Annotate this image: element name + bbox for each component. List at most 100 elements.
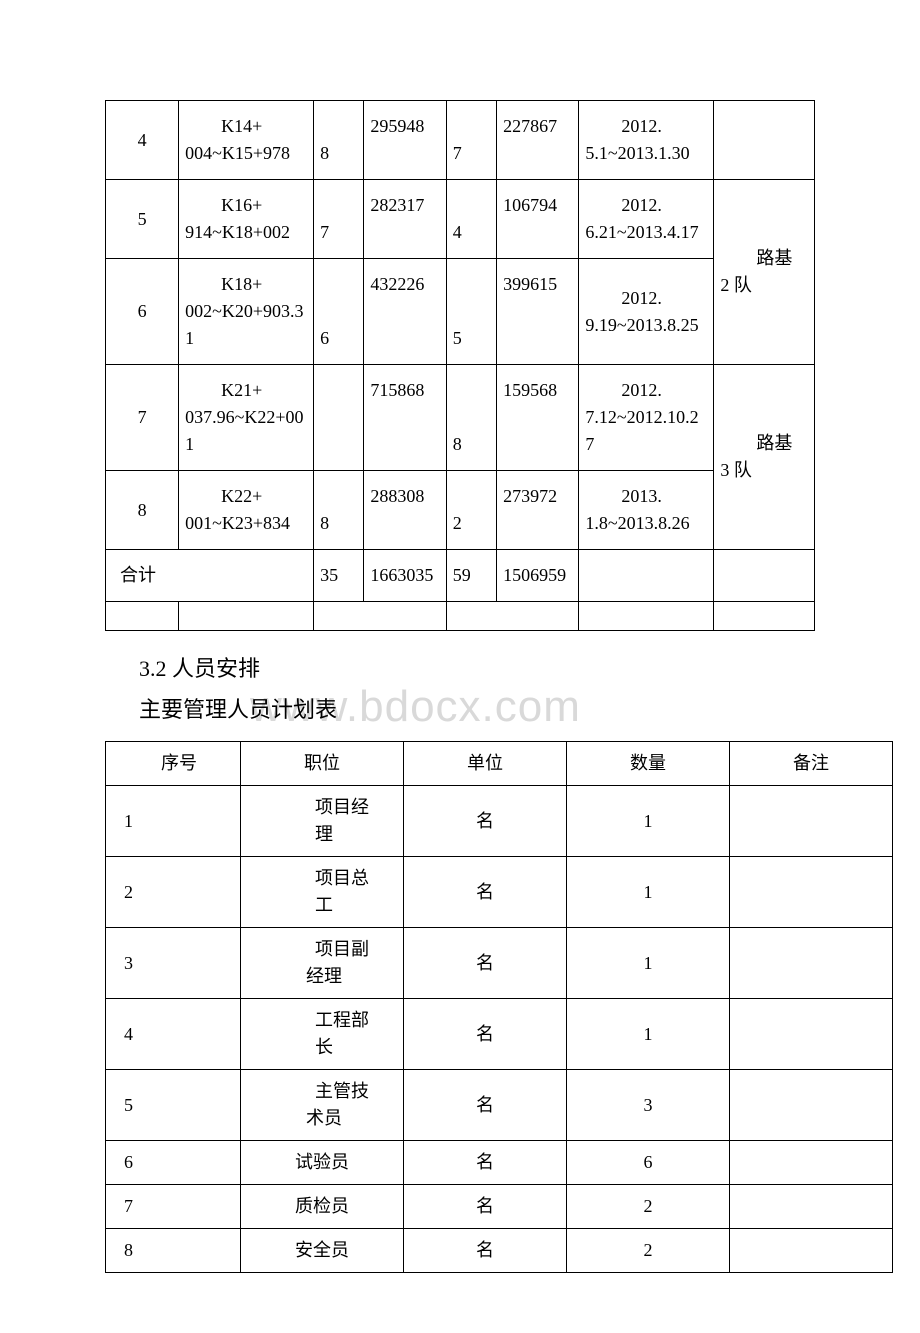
seq-cell: 7 bbox=[106, 1185, 241, 1229]
range-first: K22+ bbox=[185, 483, 307, 510]
range-rest: 037.96~K22+001 bbox=[185, 407, 303, 454]
header-pos: 职位 bbox=[241, 742, 404, 786]
pos-rest: 理 bbox=[315, 824, 333, 844]
pos-cell: 项目总 工 bbox=[241, 857, 404, 928]
pos-cell: 项目副 经理 bbox=[241, 928, 404, 999]
table-row: 8 K22+ 001~K23+834 8 288308 2 273972 201… bbox=[106, 471, 815, 550]
n2-cell: 7 bbox=[446, 101, 496, 180]
total-n1: 35 bbox=[314, 550, 364, 602]
unit-cell: 名 bbox=[404, 857, 567, 928]
unit-cell: 名 bbox=[404, 786, 567, 857]
n2-cell: 5 bbox=[446, 259, 496, 365]
date-first: 2012. bbox=[585, 192, 707, 219]
team-cell: 路基 3 队 bbox=[714, 365, 815, 550]
header-rem: 备注 bbox=[730, 742, 893, 786]
range-rest: 914~K18+002 bbox=[185, 222, 290, 242]
table-row: 6 K18+ 002~K20+903.31 6 432226 5 399615 … bbox=[106, 259, 815, 365]
pos-rest: 术员 bbox=[306, 1108, 342, 1128]
v2-cell: 106794 bbox=[497, 180, 579, 259]
qty-cell: 1 bbox=[567, 857, 730, 928]
pos-first: 主管技 bbox=[251, 1078, 397, 1105]
range-first: K14+ bbox=[185, 113, 307, 140]
date-cell: 2012. 7.12~2012.10.27 bbox=[579, 365, 714, 471]
date-cell: 2012. 9.19~2013.8.25 bbox=[579, 259, 714, 365]
rem-cell bbox=[730, 1141, 893, 1185]
team-first: 路基 bbox=[720, 245, 808, 272]
rem-cell bbox=[730, 786, 893, 857]
n2-cell: 8 bbox=[446, 365, 496, 471]
table-row: 4 K14+ 004~K15+978 8 295948 7 227867 201… bbox=[106, 101, 815, 180]
empty-row bbox=[106, 602, 815, 631]
rem-cell bbox=[730, 857, 893, 928]
date-rest: 9.19~2013.8.25 bbox=[585, 315, 698, 335]
n1-cell: 8 bbox=[314, 471, 364, 550]
header-qty: 数量 bbox=[567, 742, 730, 786]
unit-cell: 名 bbox=[404, 1229, 567, 1273]
range-first: K21+ bbox=[185, 377, 307, 404]
table-row: 3 项目副 经理 名 1 bbox=[106, 928, 893, 999]
range-rest: 002~K20+903.31 bbox=[185, 301, 303, 348]
unit-cell: 名 bbox=[404, 928, 567, 999]
sub-heading: 主要管理人员计划表 bbox=[139, 692, 815, 727]
n1-cell: 6 bbox=[314, 259, 364, 365]
qty-cell: 3 bbox=[567, 1070, 730, 1141]
unit-cell: 名 bbox=[404, 1070, 567, 1141]
n2-cell: 2 bbox=[446, 471, 496, 550]
seq-cell: 1 bbox=[106, 786, 241, 857]
construction-schedule-table: 4 K14+ 004~K15+978 8 295948 7 227867 201… bbox=[105, 100, 815, 631]
range-rest: 001~K23+834 bbox=[185, 513, 290, 533]
team-first: 路基 bbox=[720, 430, 808, 457]
unit-cell: 名 bbox=[404, 1185, 567, 1229]
seq-cell: 7 bbox=[106, 365, 179, 471]
v2-cell: 273972 bbox=[497, 471, 579, 550]
date-rest: 5.1~2013.1.30 bbox=[585, 143, 689, 163]
seq-cell: 8 bbox=[106, 471, 179, 550]
seq-cell: 6 bbox=[106, 1141, 241, 1185]
v2-cell: 399615 bbox=[497, 259, 579, 365]
total-row: 合计 35 1663035 59 1506959 bbox=[106, 550, 815, 602]
rem-cell bbox=[730, 928, 893, 999]
v1-cell: 295948 bbox=[364, 101, 446, 180]
date-cell: 2012. 5.1~2013.1.30 bbox=[579, 101, 714, 180]
header-seq: 序号 bbox=[106, 742, 241, 786]
date-cell: 2012. 6.21~2013.4.17 bbox=[579, 180, 714, 259]
rem-cell bbox=[730, 1229, 893, 1273]
total-v2: 1506959 bbox=[497, 550, 579, 602]
unit-cell: 名 bbox=[404, 999, 567, 1070]
n1-cell: 8 bbox=[314, 101, 364, 180]
range-cell: K22+ 001~K23+834 bbox=[179, 471, 314, 550]
date-first: 2012. bbox=[585, 113, 707, 140]
range-first: K18+ bbox=[185, 271, 307, 298]
v1-cell: 715868 bbox=[364, 365, 446, 471]
n2-cell: 4 bbox=[446, 180, 496, 259]
pos-first: 项目副 bbox=[251, 936, 397, 963]
seq-cell: 4 bbox=[106, 999, 241, 1070]
total-empty bbox=[579, 550, 714, 602]
pos-cell: 安全员 bbox=[241, 1229, 404, 1273]
total-empty bbox=[714, 550, 815, 602]
table-header-row: 序号 职位 单位 数量 备注 bbox=[106, 742, 893, 786]
pos-rest: 经理 bbox=[306, 966, 342, 986]
table-row: 4 工程部 长 名 1 bbox=[106, 999, 893, 1070]
v1-cell: 282317 bbox=[364, 180, 446, 259]
qty-cell: 6 bbox=[567, 1141, 730, 1185]
range-cell: K18+ 002~K20+903.31 bbox=[179, 259, 314, 365]
qty-cell: 1 bbox=[567, 786, 730, 857]
total-label: 合计 bbox=[106, 550, 314, 602]
section-heading: 3.2 人员安排 bbox=[139, 651, 815, 686]
total-n2: 59 bbox=[446, 550, 496, 602]
date-rest: 1.8~2013.8.26 bbox=[585, 513, 689, 533]
n1-cell: 7 bbox=[314, 180, 364, 259]
qty-cell: 1 bbox=[567, 999, 730, 1070]
pos-rest: 工 bbox=[315, 895, 333, 915]
team-rest: 2 队 bbox=[720, 275, 752, 295]
seq-cell: 4 bbox=[106, 101, 179, 180]
rem-cell bbox=[730, 999, 893, 1070]
qty-cell: 2 bbox=[567, 1229, 730, 1273]
qty-cell: 2 bbox=[567, 1185, 730, 1229]
unit-cell: 名 bbox=[404, 1141, 567, 1185]
total-v1: 1663035 bbox=[364, 550, 446, 602]
table-row: 7 K21+ 037.96~K22+001 715868 8 159568 20… bbox=[106, 365, 815, 471]
team-rest: 3 队 bbox=[720, 460, 752, 480]
header-unit: 单位 bbox=[404, 742, 567, 786]
